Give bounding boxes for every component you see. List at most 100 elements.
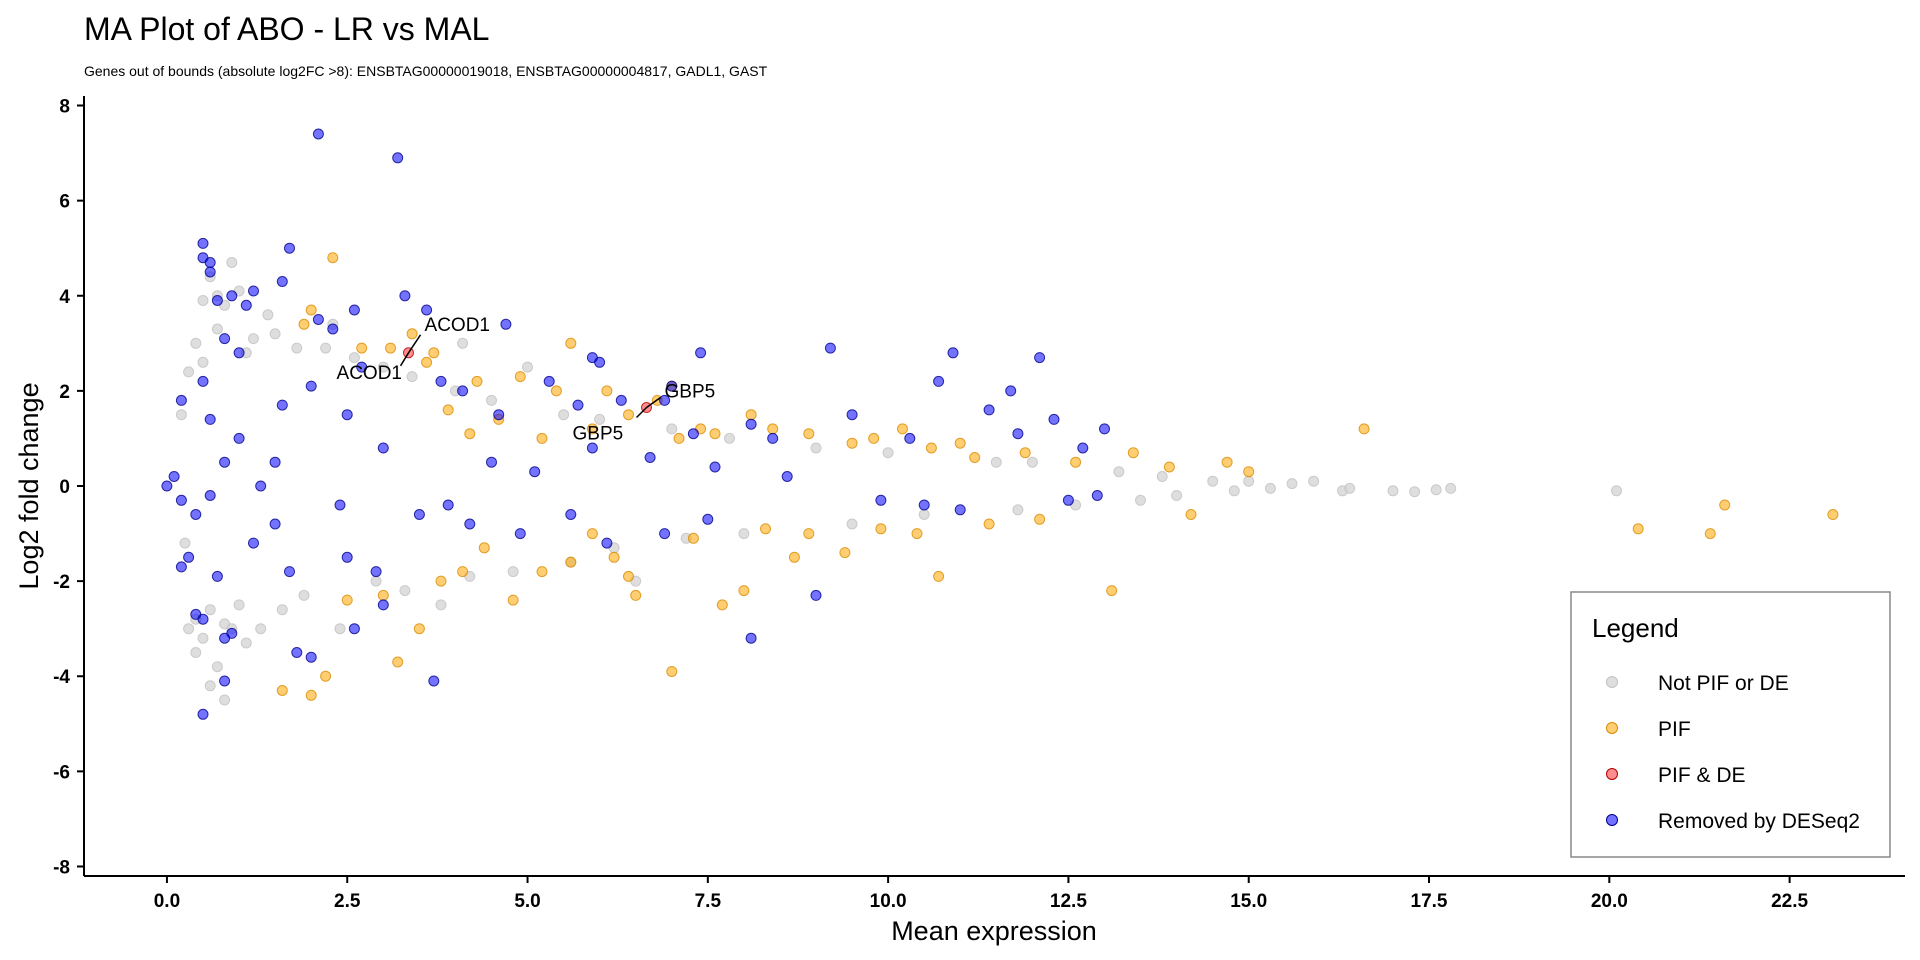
data-point — [1019, 447, 1031, 459]
annotation-connector — [407, 334, 422, 354]
data-point — [695, 347, 707, 359]
data-point — [1171, 490, 1183, 501]
x-tick-label: 7.5 — [695, 891, 722, 912]
data-point — [810, 442, 822, 454]
data-point — [1228, 485, 1240, 497]
data-point — [745, 632, 757, 644]
data-point — [918, 499, 930, 511]
data-point — [385, 342, 396, 354]
data-point — [572, 399, 584, 411]
data-point — [983, 404, 995, 416]
legend: Legend Not PIF or DE PIF PIF & DE Removed b… — [1570, 591, 1891, 858]
data-point — [204, 413, 216, 425]
data-point — [219, 632, 231, 644]
data-point — [673, 432, 685, 444]
data-point — [219, 694, 231, 706]
data-point — [514, 371, 526, 383]
series-0 — [175, 257, 1622, 706]
data-point — [969, 452, 981, 463]
data-point — [1070, 456, 1082, 468]
data-point — [197, 632, 209, 644]
data-point — [839, 547, 851, 559]
data-point — [392, 152, 404, 164]
data-point — [1632, 523, 1644, 535]
data-point — [1445, 482, 1457, 494]
data-point — [608, 551, 620, 563]
data-point — [767, 423, 779, 435]
data-point — [687, 428, 699, 440]
data-point — [933, 570, 945, 582]
data-point — [269, 456, 281, 468]
data-point — [377, 599, 389, 611]
data-point — [803, 528, 815, 540]
data-point — [1286, 478, 1298, 490]
data-point — [399, 585, 411, 597]
data-point — [846, 409, 858, 421]
chart-subtitle: Genes out of bounds (absolute log2FC >8)… — [84, 63, 768, 79]
data-point — [204, 604, 216, 616]
data-point — [558, 409, 570, 421]
data-point — [471, 375, 483, 387]
x-axis-ticks: 0.0 2.5 5.0 7.5 10.0 12.5 15.0 17.5 20.0 22.5 — [154, 876, 1809, 912]
y-tick-label: -2 — [53, 572, 70, 593]
data-point — [687, 532, 699, 544]
data-point — [644, 452, 656, 463]
x-tick-label: 12.5 — [1050, 891, 1087, 912]
data-point — [204, 257, 216, 268]
data-point — [983, 518, 995, 530]
data-point — [204, 266, 216, 278]
data-point — [1243, 475, 1255, 487]
data-point — [399, 290, 411, 302]
data-point — [370, 575, 382, 587]
points-layer — [161, 128, 1839, 720]
data-point — [586, 442, 598, 454]
data-point — [305, 651, 317, 663]
y-tick-label: -8 — [53, 857, 70, 878]
data-point — [348, 623, 360, 635]
data-point — [1185, 509, 1197, 520]
data-point — [1113, 466, 1125, 478]
data-point — [341, 551, 353, 563]
legend-swatch — [1606, 676, 1618, 688]
annotation-label: GBP5 — [665, 382, 716, 403]
data-point — [262, 309, 274, 321]
y-tick-label: 6 — [59, 192, 70, 213]
data-point — [356, 361, 368, 373]
data-point — [233, 432, 245, 444]
data-point — [666, 666, 678, 677]
data-point — [435, 599, 447, 611]
data-point — [1091, 490, 1103, 501]
data-point — [1430, 484, 1442, 496]
data-point — [904, 432, 916, 444]
data-point — [320, 342, 332, 354]
data-point — [565, 337, 577, 349]
chart-title: MA Plot of ABO - LR vs MAL — [84, 11, 489, 47]
data-point — [457, 385, 469, 397]
data-point — [190, 337, 202, 349]
annotation-connector — [646, 396, 661, 409]
data-point — [1034, 513, 1046, 525]
data-point — [1127, 447, 1139, 459]
data-point — [334, 499, 346, 511]
data-point — [428, 347, 440, 359]
data-point — [269, 328, 281, 340]
data-point — [183, 366, 195, 378]
data-point — [709, 428, 721, 440]
data-point — [377, 442, 389, 454]
data-point — [724, 432, 735, 444]
data-point — [421, 356, 433, 368]
data-point — [211, 323, 223, 335]
data-point — [1012, 504, 1024, 516]
data-point — [298, 589, 310, 601]
data-point — [1827, 509, 1839, 520]
data-point — [204, 490, 216, 501]
data-point — [601, 385, 613, 397]
data-point — [594, 356, 606, 368]
data-point — [190, 509, 202, 520]
data-point — [197, 295, 209, 306]
x-tick-label: 22.5 — [1771, 891, 1808, 912]
data-point — [240, 637, 252, 649]
data-point — [1358, 423, 1370, 435]
data-point — [947, 347, 959, 359]
data-point — [990, 456, 1002, 468]
